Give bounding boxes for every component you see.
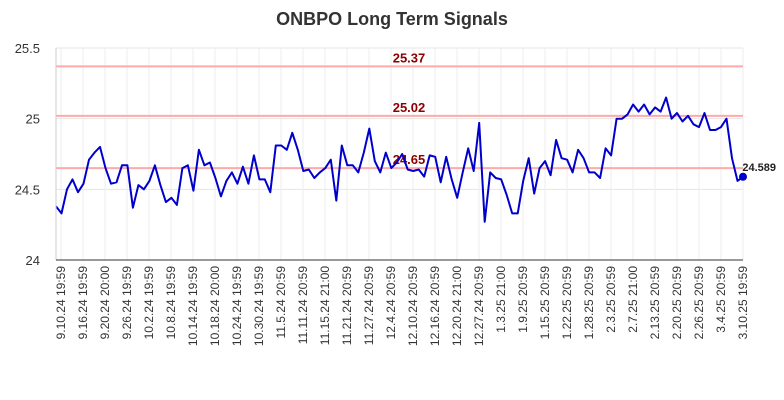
y-tick-label: 25.5 xyxy=(15,41,40,56)
x-tick-label: 10.8.24 19:59 xyxy=(164,266,178,340)
x-tick-label: 3.10.25 19:59 xyxy=(736,266,750,340)
x-tick-label: 3.4.25 20:59 xyxy=(714,266,728,333)
x-tick-label: 1.15.25 20:59 xyxy=(538,266,552,340)
x-tick-label: 10.18.24 20:00 xyxy=(208,266,222,346)
x-tick-label: 2.7.25 21:00 xyxy=(626,266,640,333)
grid xyxy=(56,47,744,261)
x-tick-label: 2.13.25 20:59 xyxy=(648,266,662,340)
price-line xyxy=(55,96,744,223)
y-axis: 24 24.5 25 25.5 xyxy=(15,41,57,268)
y-tick-label: 24 xyxy=(26,253,40,268)
x-tick-label: 10.2.24 19:59 xyxy=(142,266,156,340)
x-tick-label: 12.20.24 21:00 xyxy=(450,266,464,346)
x-tick-label: 1.9.25 20:59 xyxy=(516,266,530,333)
x-tick-label: 1.3.25 21:00 xyxy=(494,266,508,333)
x-tick-label: 9.16.24 19:59 xyxy=(76,266,90,340)
x-tick-label: 2.20.25 20:59 xyxy=(670,266,684,340)
x-tick-label: 9.10.24 19:59 xyxy=(54,266,68,340)
x-tick-label: 12.27.24 20:59 xyxy=(472,266,486,346)
x-tick-label: 1.22.25 20:59 xyxy=(560,266,574,340)
x-tick-label: 11.15.24 21:00 xyxy=(318,266,332,346)
x-tick-label: 11.27.24 20:59 xyxy=(362,266,376,346)
level-label: 25.02 xyxy=(393,100,426,115)
y-tick-label: 25 xyxy=(26,112,40,127)
x-tick-label: 10.14.24 19:59 xyxy=(186,266,200,346)
level-label: 25.37 xyxy=(393,50,426,65)
price-series: 24.589 xyxy=(55,96,776,223)
x-tick-label: 2.3.25 20:59 xyxy=(604,266,618,333)
x-tick-label: 12.10.24 20:59 xyxy=(406,266,420,346)
last-value-label: 24.589 xyxy=(742,162,776,174)
x-tick-label: 11.11.24 20:59 xyxy=(296,266,310,345)
x-tick-label: 1.28.25 20:59 xyxy=(582,266,596,340)
x-tick-label: 11.5.24 20:59 xyxy=(274,266,288,339)
chart-title: ONBPO Long Term Signals xyxy=(276,9,508,29)
x-tick-label: 11.21.24 20:59 xyxy=(340,266,354,346)
last-value-marker xyxy=(739,172,747,181)
x-tick-label: 12.4.24 20:59 xyxy=(384,266,398,340)
x-tick-label: 10.30.24 19:59 xyxy=(252,266,266,346)
x-axis: 9.10.24 19:59 9.16.24 19:59 9.20.24 20:00 9… xyxy=(54,259,750,346)
x-tick-label: 10.24.24 19:59 xyxy=(230,266,244,346)
x-tick-label: 9.20.24 20:00 xyxy=(98,266,112,340)
x-tick-label: 12.16.24 20:59 xyxy=(428,266,442,346)
x-tick-label: 2.26.25 20:59 xyxy=(692,266,706,340)
y-tick-label: 24.5 xyxy=(15,182,40,197)
x-tick-label: 9.26.24 19:59 xyxy=(120,266,134,340)
